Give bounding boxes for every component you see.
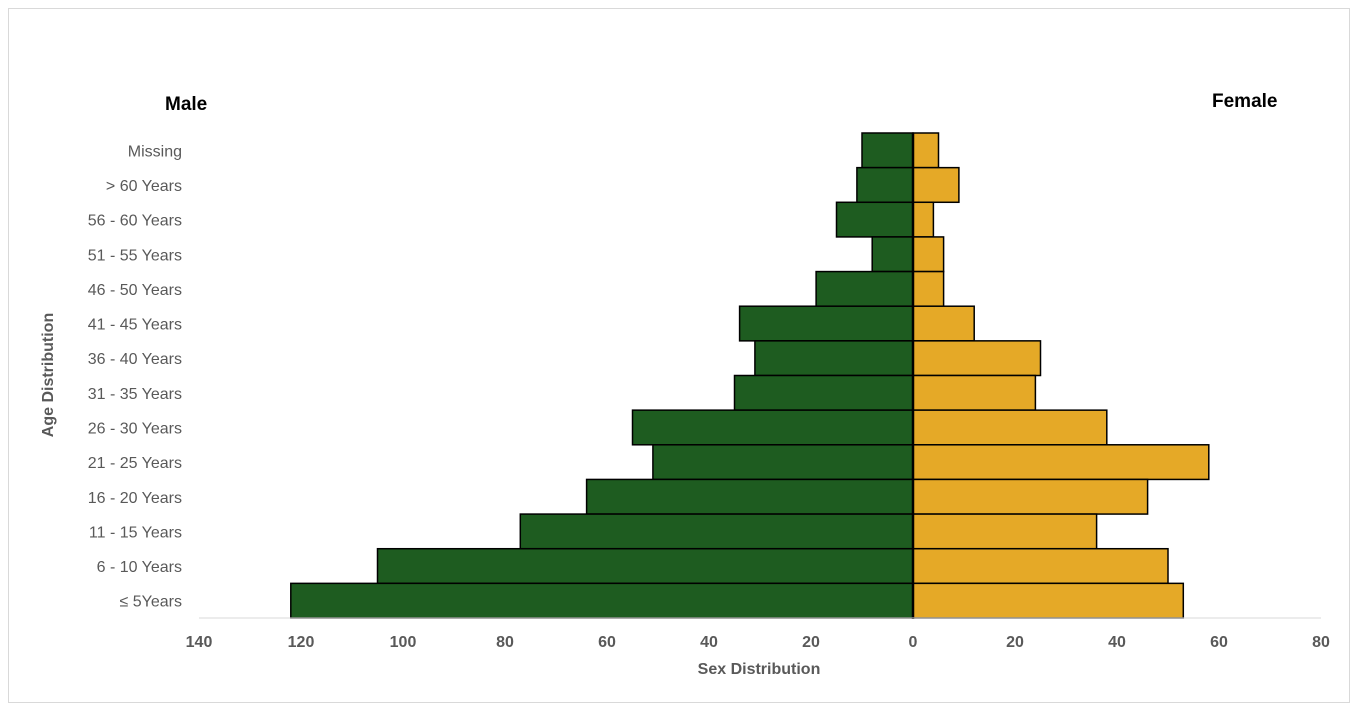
category-label: 56 - 60 Years [88, 213, 182, 230]
category-label: 41 - 45 Years [88, 317, 182, 334]
bar-male [376, 547, 914, 585]
x-tick-label: 60 [1210, 634, 1228, 651]
category-label: 46 - 50 Years [88, 282, 182, 299]
x-tick-label: 20 [1006, 634, 1024, 651]
x-tick-label: 60 [598, 634, 616, 651]
x-tick-label: 140 [186, 634, 213, 651]
bar-female [912, 409, 1108, 446]
bar-male [815, 270, 914, 307]
category-label: 21 - 25 Years [88, 455, 182, 472]
bar-female [912, 374, 1037, 411]
x-tick-label: 40 [1108, 634, 1126, 651]
x-tick-label: 120 [288, 634, 315, 651]
bar-female [912, 582, 1185, 619]
bar-female [912, 270, 945, 307]
bar-female [912, 478, 1149, 515]
x-tick-label: 20 [802, 634, 820, 651]
x-tick-label: 100 [390, 634, 417, 651]
category-label: 26 - 30 Years [88, 420, 182, 437]
bar-male [856, 166, 914, 204]
category-label: 6 - 10 Years [97, 559, 182, 576]
bar-male [290, 582, 914, 619]
bar-female [912, 236, 945, 273]
bar-female [912, 132, 940, 169]
labels-layer: Missing > 60 Years 56 - 60 Years 51 - 55 Ye… [88, 143, 1330, 651]
y-axis-title: Age Distribution [40, 313, 57, 437]
category-label: 11 - 15 Years [89, 524, 182, 541]
bar-male [754, 340, 914, 377]
category-label: > 60 Years [106, 178, 182, 195]
bar-male [871, 236, 914, 273]
bar-female [912, 513, 1098, 550]
axis-layer [199, 133, 1321, 619]
category-label: 31 - 35 Years [88, 386, 182, 403]
x-tick-label: 40 [700, 634, 718, 651]
bar-female [912, 340, 1042, 377]
bars-layer [290, 132, 1210, 619]
x-axis-title: Sex Distribution [698, 661, 821, 678]
bar-female [912, 166, 960, 204]
bar-female [912, 201, 935, 238]
male-title: Male [165, 94, 207, 115]
x-tick-label: 80 [496, 634, 514, 651]
category-label: 16 - 20 Years [88, 490, 182, 507]
bar-male [652, 444, 914, 481]
bar-female [912, 305, 975, 342]
bar-male [861, 132, 914, 169]
bar-male [631, 409, 914, 446]
category-label: 51 - 55 Years [88, 247, 182, 264]
bar-male [738, 305, 914, 342]
x-tick-label: 80 [1312, 634, 1330, 651]
bar-male [519, 513, 914, 550]
bar-female [912, 444, 1210, 481]
female-title: Female [1212, 91, 1277, 112]
category-label: 36 - 40 Years [88, 351, 182, 368]
bar-male [835, 201, 914, 238]
category-label: Missing [128, 143, 182, 160]
bar-female [912, 547, 1169, 585]
category-label: ≤ 5Years [120, 594, 182, 611]
x-tick-label: 0 [909, 634, 918, 651]
bar-male [585, 478, 914, 515]
bar-male [733, 374, 914, 411]
